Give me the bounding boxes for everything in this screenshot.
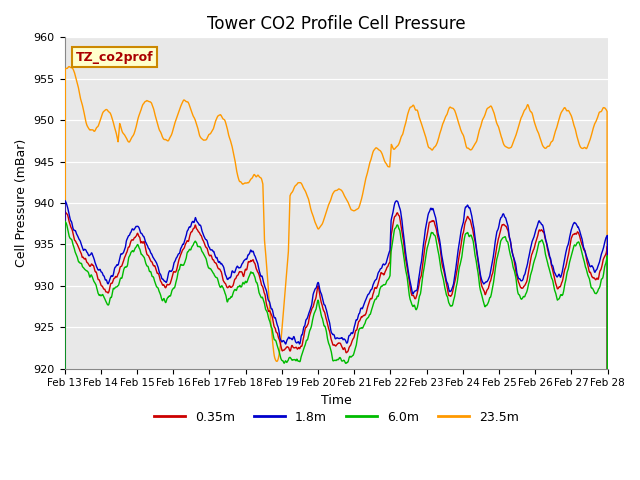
Text: TZ_co2prof: TZ_co2prof	[76, 50, 153, 63]
X-axis label: Time: Time	[321, 394, 351, 407]
Legend: 0.35m, 1.8m, 6.0m, 23.5m: 0.35m, 1.8m, 6.0m, 23.5m	[148, 406, 524, 429]
Y-axis label: Cell Pressure (mBar): Cell Pressure (mBar)	[15, 139, 28, 267]
Title: Tower CO2 Profile Cell Pressure: Tower CO2 Profile Cell Pressure	[207, 15, 465, 33]
